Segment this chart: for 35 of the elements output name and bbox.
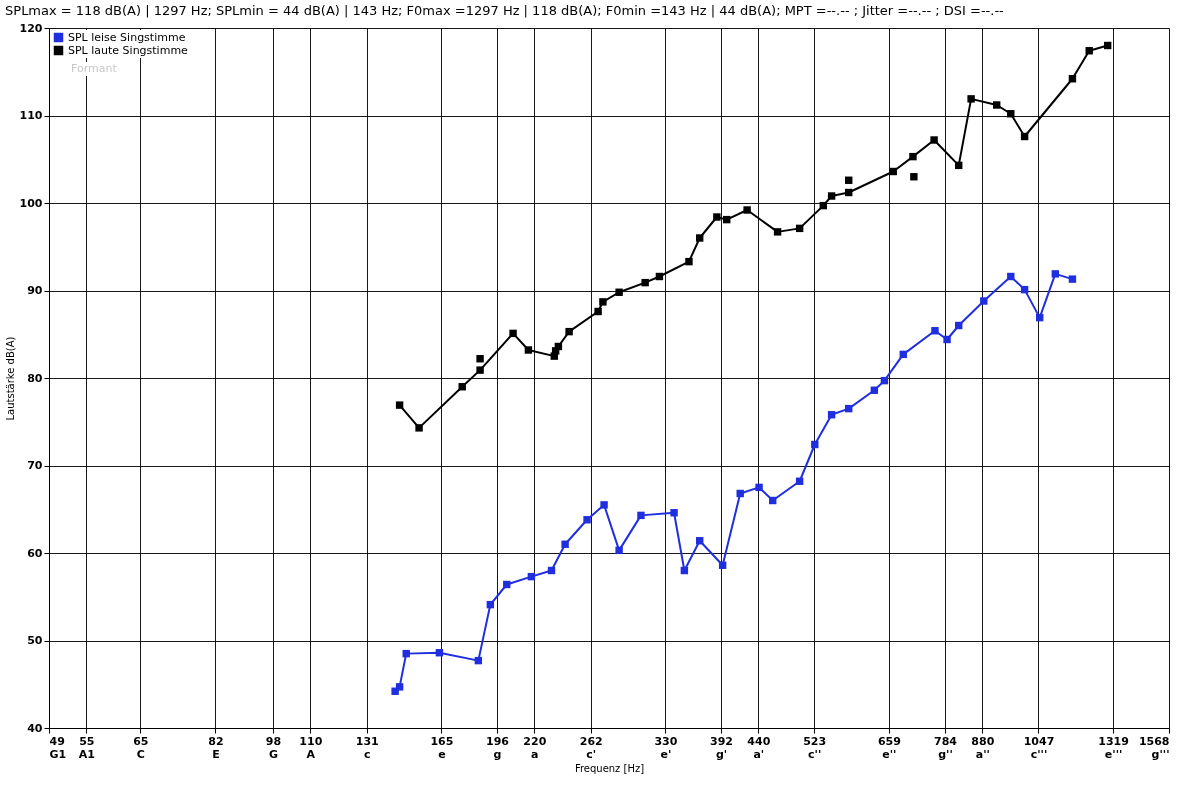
x-tick-label: 98 G (265, 734, 282, 761)
y-tick-label: 50 (27, 634, 43, 647)
x-tick-label: 784 g'' (934, 734, 958, 761)
y-tick-label: 40 (27, 721, 43, 735)
x-tick-label: 330 e' (654, 734, 678, 761)
x-tick-label: 880 a'' (971, 734, 995, 761)
y-axis-title: Lautstärke dB(A) (4, 336, 16, 421)
x-tick-label: 65 C (133, 734, 149, 761)
x-tick-label: 196 g (486, 734, 510, 761)
x-axis-title: Frequenz [Hz] (574, 762, 645, 774)
x-tick-label: 165 e (430, 734, 454, 761)
x-tick-label: 110 A (299, 734, 323, 761)
y-tick-label: 90 (27, 284, 43, 297)
x-tick-label: 1319 e''' (1098, 734, 1129, 761)
chart-title: SPLmax = 118 dB(A) | 1297 Hz; SPLmin = 44 dB(A) | 143 Hz; F0max =1297 Hz | 118 dB(A); F0min =143 Hz | 44 dB(A); MPT =--.-- ; Jitter =--.-- ; DSI =--.-- (5, 3, 1005, 18)
x-tick-label: 49 G1 (49, 734, 67, 761)
y-tick-label: 120 (19, 21, 43, 35)
legend-label: SPL laute Singstimme (68, 43, 189, 57)
y-tick-label: 80 (27, 371, 43, 385)
x-tick-label: 1047 c''' (1023, 734, 1055, 761)
x-tick-label: 1568 g''' (1138, 734, 1170, 761)
x-tick-label: 392 g' (710, 734, 733, 761)
x-tick-label: 55 A1 (78, 734, 95, 761)
y-tick-label: 70 (27, 459, 43, 472)
x-tick-label: 220 a (523, 734, 547, 761)
y-tick-label: 100 (19, 196, 43, 210)
x-tick-label: 659 e'' (877, 734, 901, 761)
x-tick-label: 440 a' (747, 734, 771, 761)
x-tick-label: 131 c (355, 734, 379, 761)
legend-label: SPL leise Singstimme (68, 30, 186, 44)
y-tick-label: 110 (19, 109, 43, 122)
x-tick-label: 262 c' (579, 734, 603, 761)
x-tick-label: 82 E (208, 734, 224, 761)
y-tick-label: 60 (27, 546, 43, 560)
x-tick-label: 523 c'' (803, 734, 827, 761)
